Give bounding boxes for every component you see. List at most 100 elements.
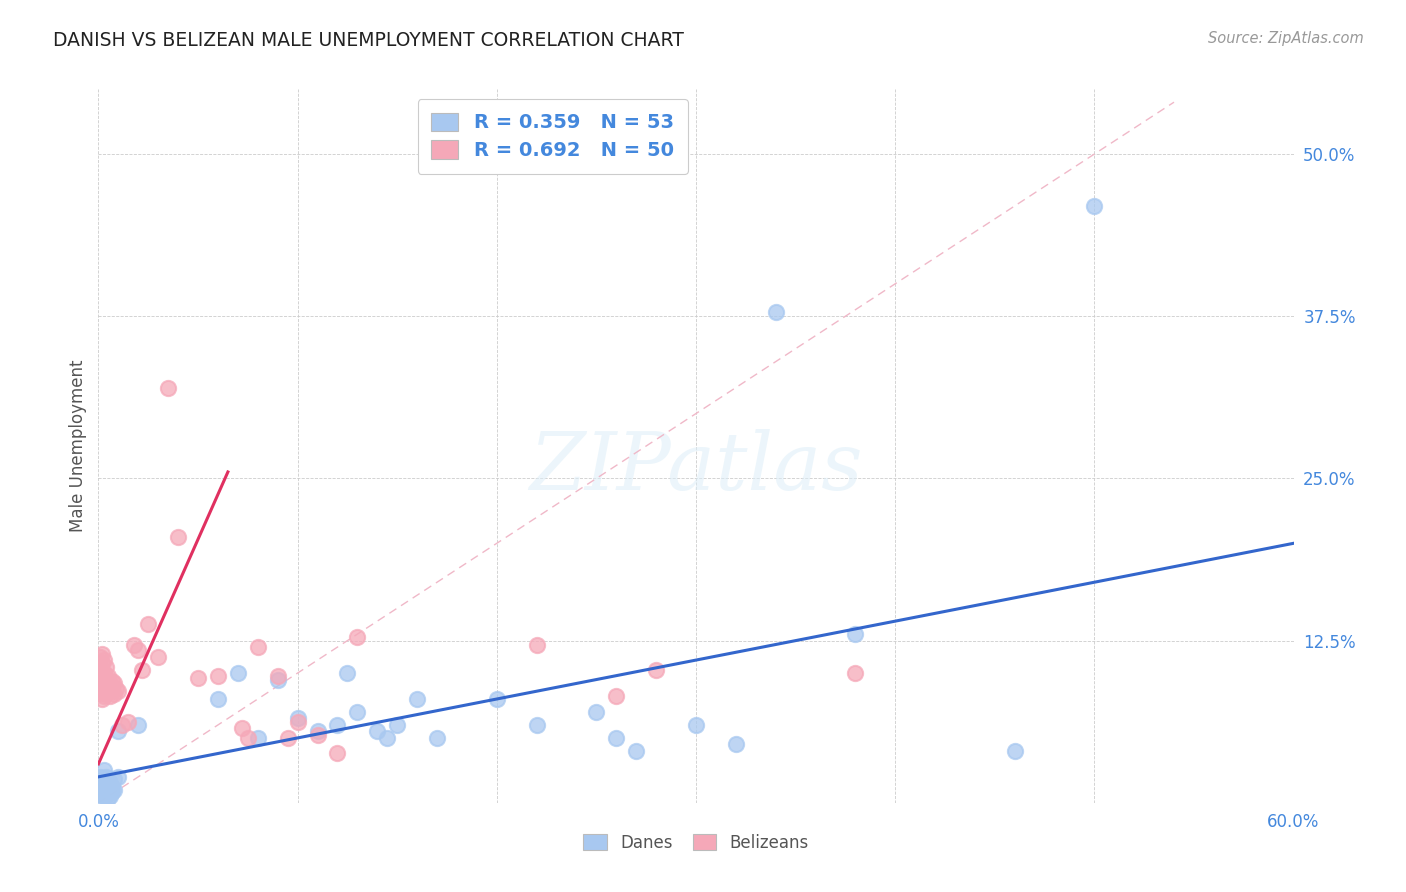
Point <box>91 679 114 693</box>
Point <box>93 776 115 790</box>
Point <box>98 789 122 804</box>
Point <box>96 770 118 784</box>
Point <box>97 681 120 696</box>
Point <box>101 673 124 688</box>
Point <box>97 790 120 805</box>
Point <box>246 731 269 745</box>
Point <box>111 718 134 732</box>
Point <box>645 664 668 678</box>
Point <box>585 705 607 719</box>
Point <box>93 690 115 704</box>
Point <box>307 724 329 739</box>
Point <box>96 673 118 687</box>
Point <box>844 627 866 641</box>
Point <box>167 530 190 544</box>
Point <box>724 738 747 752</box>
Point <box>89 685 111 699</box>
Point <box>287 711 309 725</box>
Point <box>103 676 125 690</box>
Point <box>131 664 153 678</box>
Point <box>307 728 329 742</box>
Point <box>97 668 120 682</box>
Point <box>89 785 111 799</box>
Point <box>97 772 120 787</box>
Point <box>103 687 125 701</box>
Point <box>93 679 115 693</box>
Point <box>236 731 259 745</box>
Point <box>96 685 118 699</box>
Point <box>89 650 111 665</box>
Point <box>346 705 368 719</box>
Point <box>91 789 114 804</box>
Point <box>267 668 290 682</box>
Point <box>207 692 229 706</box>
Point <box>246 640 269 654</box>
Point <box>626 744 648 758</box>
Point <box>103 772 125 787</box>
Point <box>96 788 118 802</box>
Point <box>267 673 290 687</box>
Point <box>107 724 129 739</box>
Legend: Danes, Belizeans: Danes, Belizeans <box>576 828 815 859</box>
Point <box>107 684 129 698</box>
Point <box>148 650 170 665</box>
Point <box>91 656 114 670</box>
Point <box>765 305 787 319</box>
Point <box>101 785 124 799</box>
Point <box>366 724 388 739</box>
Point <box>844 666 866 681</box>
Point <box>685 718 707 732</box>
Point <box>526 638 548 652</box>
Y-axis label: Male Unemployment: Male Unemployment <box>69 359 87 533</box>
Point <box>89 659 111 673</box>
Point <box>91 692 114 706</box>
Point <box>98 782 122 797</box>
Point <box>1004 744 1026 758</box>
Point <box>346 630 368 644</box>
Point <box>97 785 120 799</box>
Point <box>326 747 349 761</box>
Point <box>127 718 149 732</box>
Point <box>231 721 253 735</box>
Point <box>157 381 180 395</box>
Point <box>105 681 128 696</box>
Point <box>93 764 115 778</box>
Point <box>96 659 118 673</box>
Point <box>187 671 209 685</box>
Point <box>98 776 122 790</box>
Point <box>98 676 122 690</box>
Point <box>326 718 349 732</box>
Point <box>336 666 359 681</box>
Point <box>101 780 124 795</box>
Point <box>605 731 627 745</box>
Point <box>103 782 125 797</box>
Point <box>526 718 548 732</box>
Point <box>91 785 114 799</box>
Point <box>89 776 111 790</box>
Text: ZIPatlas: ZIPatlas <box>529 429 863 506</box>
Point <box>98 690 122 704</box>
Point <box>93 653 115 667</box>
Text: Source: ZipAtlas.com: Source: ZipAtlas.com <box>1208 31 1364 46</box>
Point <box>426 731 449 745</box>
Point <box>277 731 299 745</box>
Point <box>1083 199 1105 213</box>
Point <box>127 642 149 657</box>
Point <box>91 772 114 787</box>
Point <box>385 718 409 732</box>
Point <box>96 782 118 797</box>
Point <box>406 692 429 706</box>
Point <box>207 668 229 682</box>
Point <box>89 782 111 797</box>
Point <box>136 616 159 631</box>
Point <box>91 668 114 682</box>
Point <box>124 638 146 652</box>
Text: DANISH VS BELIZEAN MALE UNEMPLOYMENT CORRELATION CHART: DANISH VS BELIZEAN MALE UNEMPLOYMENT COR… <box>53 31 685 50</box>
Point <box>93 789 115 804</box>
Point <box>375 731 398 745</box>
Point <box>91 647 114 661</box>
Point <box>93 782 115 797</box>
Point <box>101 684 124 698</box>
Point <box>91 780 114 795</box>
Point <box>107 770 129 784</box>
